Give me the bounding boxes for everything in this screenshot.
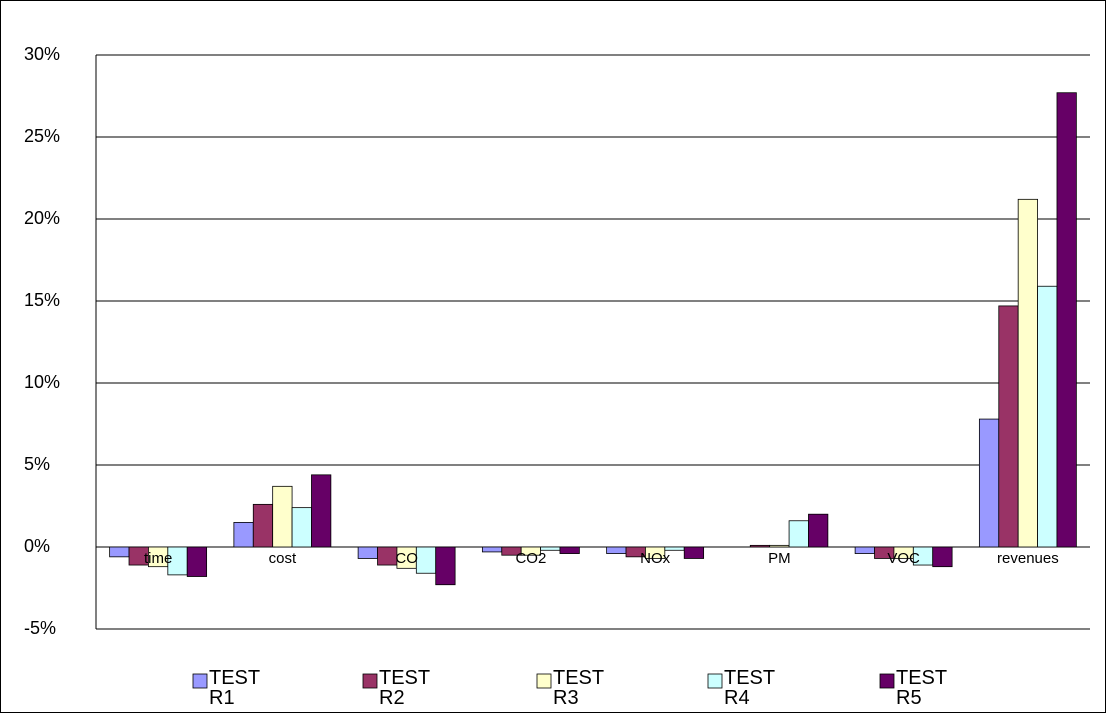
- bar: [252, 503, 274, 548]
- y-tick-label: 30%: [24, 44, 60, 64]
- y-tick-label: 25%: [24, 126, 60, 146]
- legend-swatch: [536, 673, 552, 689]
- legend-label: TEST R1: [209, 667, 260, 709]
- legend-swatch: [879, 673, 895, 689]
- x-tick-label: PM: [768, 550, 791, 567]
- y-tick-label: -5%: [24, 618, 56, 638]
- legend-swatch: [362, 673, 378, 689]
- bar: [272, 485, 293, 548]
- legend-swatch: [192, 673, 208, 689]
- bar: [749, 544, 771, 548]
- bar: [415, 546, 437, 574]
- bar: [788, 520, 809, 548]
- bar: [1017, 198, 1038, 548]
- x-tick-label: CO: [395, 550, 418, 567]
- bar: [291, 507, 312, 548]
- bar: [1037, 285, 1058, 548]
- x-tick-label: time: [144, 550, 172, 567]
- y-tick-label: 10%: [24, 372, 60, 392]
- bar: [683, 546, 705, 559]
- y-tick-label: 20%: [24, 208, 60, 228]
- x-tick-label: CO2: [515, 550, 546, 567]
- bar: [854, 546, 875, 554]
- legend-label: TEST R5: [896, 667, 947, 709]
- x-tick-label: cost: [269, 550, 297, 567]
- legend-label: TEST R4: [724, 667, 775, 709]
- bar: [769, 544, 790, 548]
- bar: [233, 522, 254, 548]
- y-tick-label: 15%: [24, 290, 60, 310]
- bar: [357, 546, 378, 559]
- bar: [932, 546, 953, 568]
- legend-swatch: [707, 673, 723, 689]
- bar: [481, 546, 503, 553]
- bar: [606, 546, 627, 554]
- bar: [435, 546, 456, 586]
- bar: [311, 474, 332, 548]
- legend-label: TEST R2: [379, 667, 430, 709]
- bar: [109, 546, 130, 558]
- bar: [1056, 92, 1077, 548]
- bar: [520, 546, 541, 556]
- bar: [978, 418, 1000, 548]
- x-tick-label: VOC: [887, 550, 920, 567]
- bar: [645, 546, 666, 559]
- bar: [186, 546, 208, 577]
- x-tick-label: revenues: [997, 550, 1059, 567]
- x-tick-label: NOx: [640, 550, 671, 567]
- bar: [377, 546, 398, 566]
- y-tick-label: 0%: [24, 536, 50, 556]
- bar: [559, 546, 580, 554]
- bar: [998, 305, 1019, 548]
- legend-label: TEST R3: [553, 667, 604, 709]
- y-tick-label: 5%: [24, 454, 50, 474]
- bar: [808, 513, 829, 548]
